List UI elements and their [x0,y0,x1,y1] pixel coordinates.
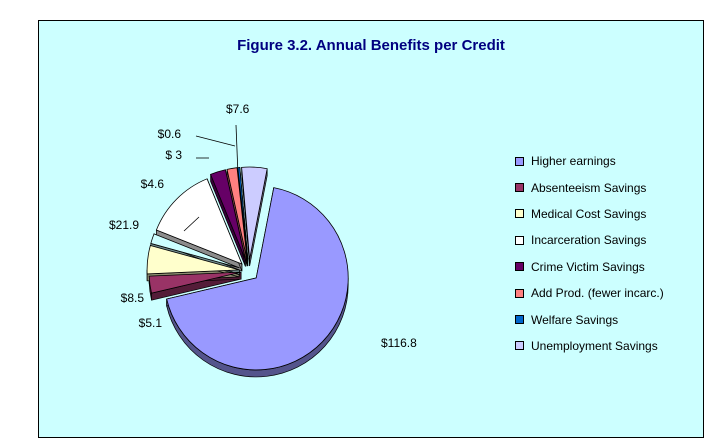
legend-item: Add Prod. (fewer incarc.) [515,280,664,306]
data-label-7: $0.6 [158,127,182,141]
legend-item: Absenteeism Savings [515,174,664,200]
data-label-4: $21.9 [109,218,139,232]
legend-label: Add Prod. (fewer incarc.) [531,286,664,300]
legend-swatch [515,209,524,218]
data-label-5: $4.6 [141,177,165,191]
chart-area: Figure 3.2. Annual Benefits per Credit $… [38,20,704,438]
legend-label: Unemployment Savings [531,339,658,353]
legend-label: Higher earnings [531,154,616,168]
legend-item: Crime Victim Savings [515,254,664,280]
legend-swatch [515,157,524,166]
legend-item: Higher earnings [515,148,664,174]
legend-item: Medical Cost Savings [515,201,664,227]
legend-swatch [515,289,524,298]
pie-slices [147,167,348,370]
legend-swatch [515,315,524,324]
data-label-2: $8.5 [121,291,145,305]
data-label-6: $ 3 [165,148,182,162]
data-label-1: $5.1 [139,316,163,330]
legend-label: Incarceration Savings [531,233,646,247]
legend: Higher earnings Absenteeism Savings Medica… [515,148,664,359]
legend-label: Medical Cost Savings [531,207,646,221]
legend-label: Crime Victim Savings [531,260,645,274]
data-label-0: $116.8 [381,336,417,350]
legend-swatch [515,262,524,271]
legend-label: Welfare Savings [531,313,618,327]
legend-item: Unemployment Savings [515,333,664,359]
legend-swatch [515,236,524,245]
legend-swatch [515,183,524,192]
legend-swatch [515,341,524,350]
legend-label: Absenteeism Savings [531,181,646,195]
legend-item: Incarceration Savings [515,227,664,253]
data-label-8: $7.6 [226,102,250,116]
leader-line-7 [196,136,235,146]
legend-item: Welfare Savings [515,306,664,332]
